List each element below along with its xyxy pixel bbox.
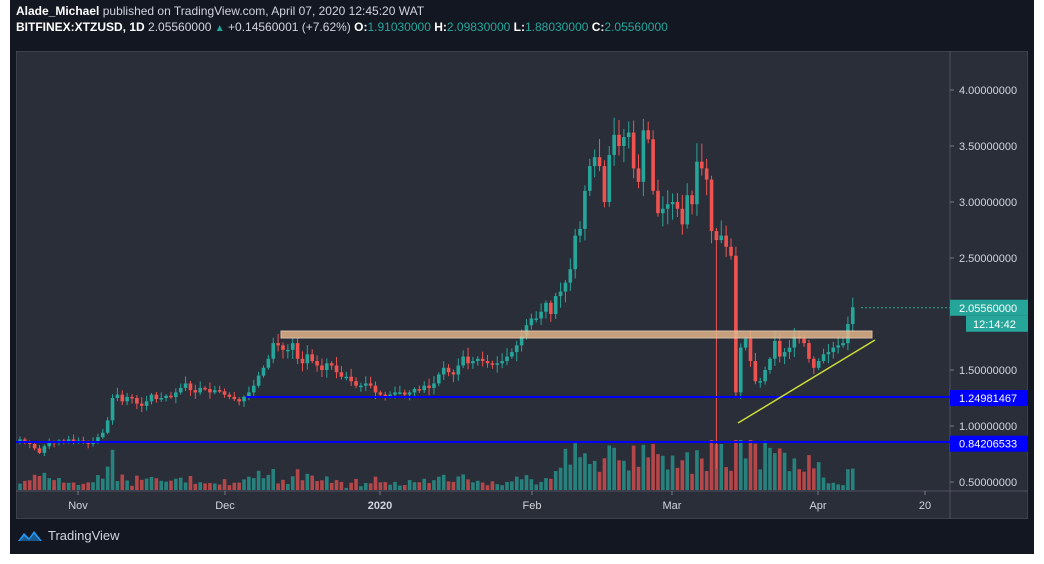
open-value: 1.91030000: [367, 20, 431, 34]
svg-text:4.00000000: 4.00000000: [959, 85, 1017, 97]
low-label: L:: [513, 20, 525, 34]
svg-text:Nov: Nov: [68, 500, 88, 512]
svg-text:0.84206533: 0.84206533: [959, 439, 1017, 451]
svg-text:1.24981467: 1.24981467: [959, 393, 1017, 405]
svg-text:Mar: Mar: [663, 500, 682, 512]
close-value: 2.05560000: [604, 20, 668, 34]
close-label: C:: [591, 20, 605, 34]
time-axis[interactable]: Nov Dec 2020 Feb Mar Apr 20: [68, 491, 931, 512]
high-value: 2.09830000: [446, 20, 511, 34]
svg-text:2020: 2020: [368, 500, 392, 512]
svg-text:0.50000000: 0.50000000: [959, 477, 1017, 489]
footer-brand[interactable]: TradingView: [16, 528, 120, 543]
tradingview-cloud-icon: [18, 530, 42, 541]
svg-text:1.00000000: 1.00000000: [959, 421, 1017, 433]
price-axis[interactable]: 4.00000000 3.50000000 3.00000000 2.50000000…: [861, 85, 1028, 489]
chart-frame: [16, 51, 1028, 519]
resistance-zone[interactable]: [280, 330, 873, 339]
candlestick-chart[interactable]: 4.00000000 3.50000000 3.00000000 2.50000000…: [16, 51, 1028, 519]
volume-bars: [18, 440, 855, 490]
ascending-trendline[interactable]: [737, 339, 876, 424]
svg-text:3.00000000: 3.00000000: [959, 197, 1017, 209]
symbol-name[interactable]: BITFINEX:XTZUSD, 1D: [16, 20, 145, 34]
publish-info: Alade_Michael published on TradingView.c…: [16, 4, 424, 18]
high-label: H:: [434, 20, 447, 34]
svg-text:2.05560000: 2.05560000: [959, 303, 1017, 315]
author-name[interactable]: Alade_Michael: [16, 4, 100, 18]
svg-text:Dec: Dec: [215, 500, 235, 512]
last-price: 2.05560000: [148, 20, 212, 34]
svg-text:20: 20: [919, 500, 931, 512]
symbol-legend: BITFINEX:XTZUSD, 1D 2.05560000 ▲ +0.1456…: [16, 20, 668, 34]
svg-text:2.50000000: 2.50000000: [959, 253, 1017, 265]
svg-text:1.50000000: 1.50000000: [959, 365, 1017, 377]
candles: [18, 117, 855, 469]
up-arrow-icon: ▲: [214, 23, 225, 34]
open-label: O:: [354, 20, 368, 34]
brand-name: TradingView: [48, 528, 120, 543]
svg-text:Apr: Apr: [809, 500, 826, 512]
svg-text:Feb: Feb: [523, 500, 542, 512]
low-value: 1.88030000: [524, 20, 589, 34]
svg-text:12:14:42: 12:14:42: [973, 319, 1016, 331]
publish-text: published on TradingView.com, April 07, …: [102, 4, 425, 18]
svg-text:3.50000000: 3.50000000: [959, 141, 1017, 153]
price-change: +0.14560001 (+7.62%): [228, 20, 351, 34]
